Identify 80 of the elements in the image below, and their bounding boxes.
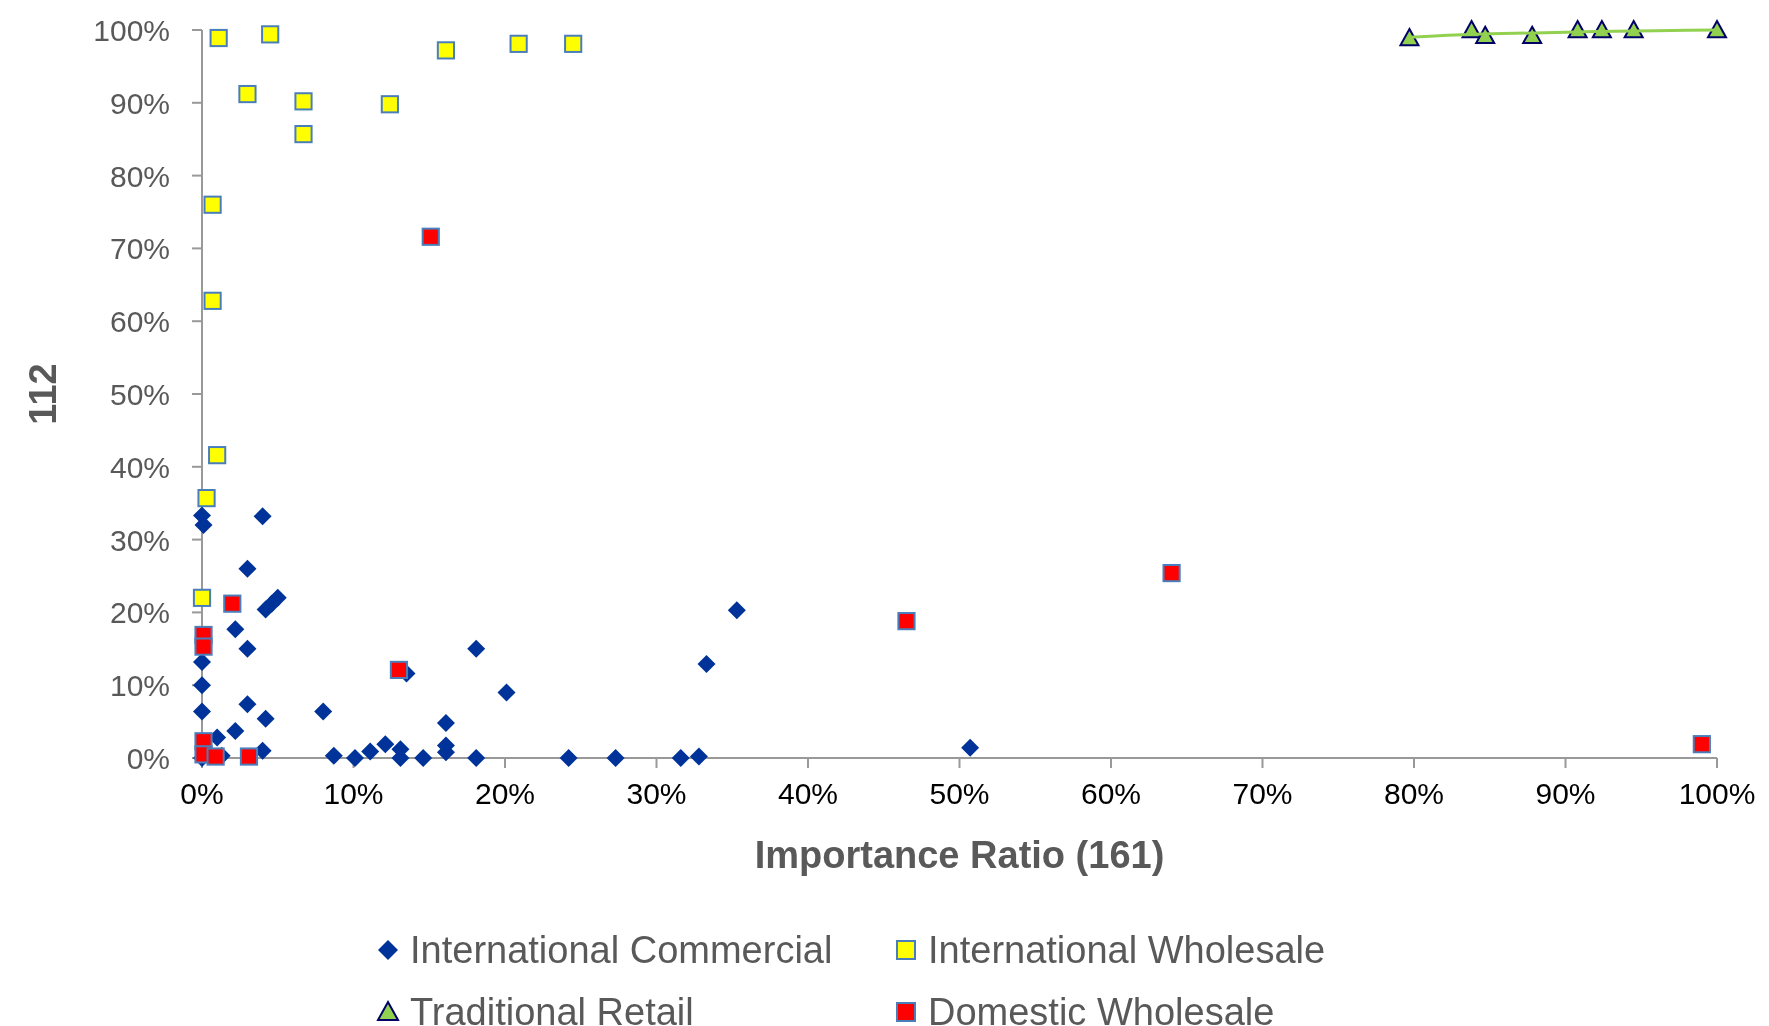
point [897,612,916,631]
point [1399,28,1420,47]
x-tick-label: 40% [777,777,839,810]
point [509,34,528,53]
point [1707,20,1727,39]
point [436,714,455,733]
y-tick-label: 10% [109,669,170,703]
legend-label: International Commercial [410,929,833,971]
point [689,747,708,766]
y-tick-label: 30% [109,523,170,557]
point [203,291,222,310]
point [294,125,313,144]
point [467,749,486,767]
point [194,637,213,656]
x-tick-label: 100% [1678,777,1756,810]
point [208,446,227,465]
point [697,655,716,674]
point [346,749,365,767]
point [389,660,409,680]
point [421,227,440,246]
point [961,738,980,757]
point [238,559,257,578]
point [197,489,216,508]
y-tick-label: 40% [109,450,170,484]
y-tick-label: 20% [109,596,170,630]
x-tick-label: 50% [929,777,990,810]
point [192,588,212,607]
point [193,676,211,695]
point [606,749,625,767]
y-tick-label: 90% [109,86,170,120]
y-tick-label: 70% [109,232,170,266]
x-tick-label: 20% [474,777,536,810]
y-tick-label: 60% [109,305,170,339]
point [239,747,259,766]
point [238,84,257,104]
point [226,620,245,639]
point [727,601,746,620]
legend-label: International Wholesale [928,929,1326,971]
x-tick-label: 60% [1080,777,1142,810]
point [223,594,242,613]
point [226,722,245,741]
point [467,639,486,658]
point [497,683,516,702]
point [414,749,433,767]
x-tick-label: 30% [626,777,687,810]
y-tick-label: 50% [109,378,170,411]
point [261,25,280,44]
point [238,639,257,658]
legend-label: Traditional Retail [410,991,694,1026]
y-axis-title: 112 [22,363,64,425]
x-tick-label: 90% [1535,777,1596,810]
x-axis-title: Importance Ratio (161) [754,834,1165,876]
point [361,742,380,761]
point [564,34,583,53]
point [380,95,399,114]
point [209,28,228,48]
point [238,695,257,714]
point [314,702,333,721]
point [256,709,275,728]
y-tick-label: 0% [126,742,170,775]
legend-label: Domestic Wholesale [928,991,1275,1026]
point [193,702,211,721]
point [1692,735,1711,754]
point [324,746,343,765]
point [376,735,395,754]
x-tick-label: 70% [1232,777,1293,810]
point [1162,563,1181,583]
y-tick-label: 80% [109,159,170,193]
point [206,747,225,766]
point [559,749,578,767]
point [253,507,272,526]
point [256,600,275,619]
x-tick-label: 0% [180,777,224,810]
y-tick-label: 100% [93,14,170,47]
point [294,92,313,111]
x-tick-label: 80% [1383,777,1445,810]
point [671,749,690,767]
point [203,195,222,214]
point [436,41,456,60]
x-tick-label: 10% [323,777,384,810]
